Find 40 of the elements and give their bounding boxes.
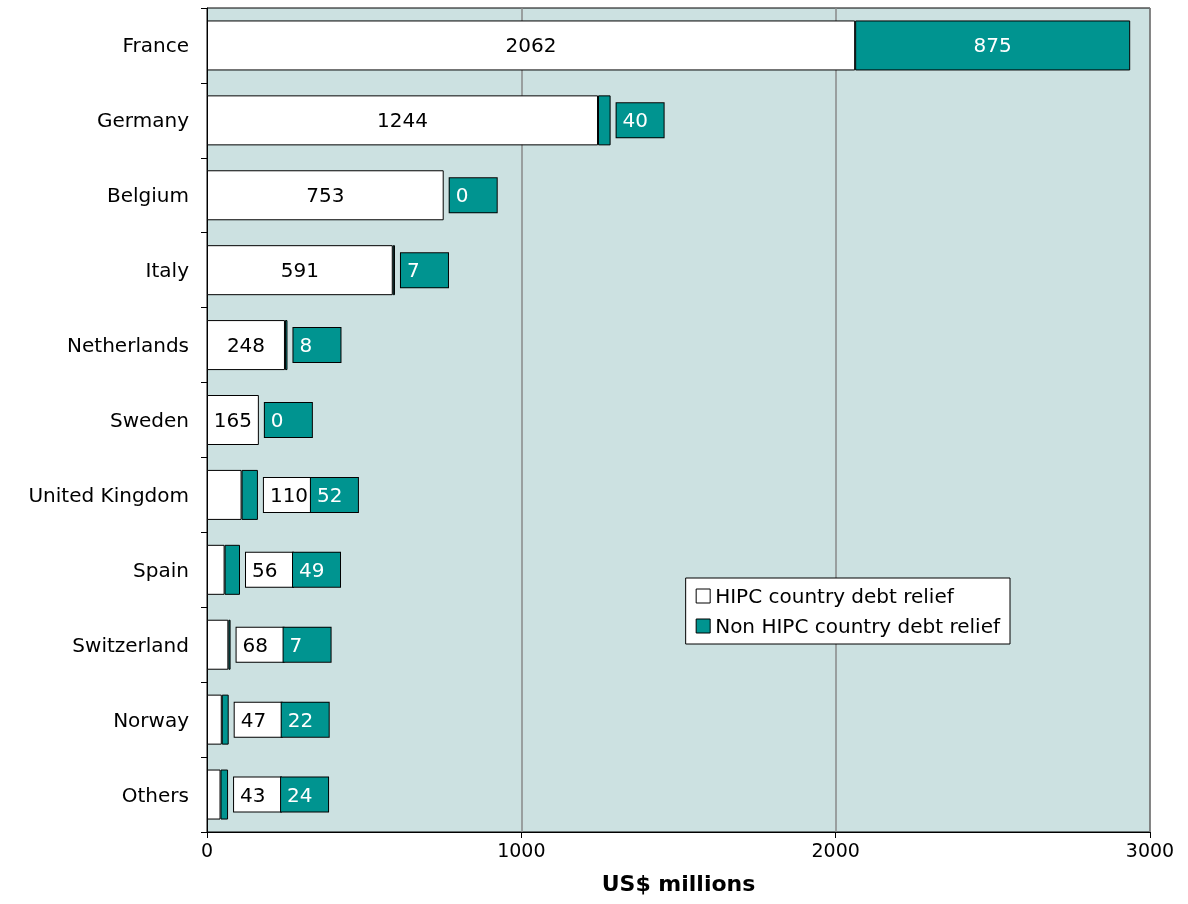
data-label: 248 <box>226 333 266 358</box>
data-label: 753 <box>306 183 345 208</box>
data-label: 52 <box>316 482 343 507</box>
data-label: 165 <box>213 408 253 432</box>
y-tick-label: Spain <box>133 557 189 582</box>
y-tick-label: Others <box>121 782 189 807</box>
y-tick-label: France <box>122 33 189 58</box>
data-label: 2062 <box>505 33 557 58</box>
x-tick-label: 0 <box>200 838 214 861</box>
legend-label: HIPC country debt relief <box>715 584 955 608</box>
data-label: 24 <box>287 782 313 807</box>
data-label: 56 <box>252 557 278 582</box>
y-tick-label: Norway <box>113 707 190 732</box>
data-label: 1244 <box>377 108 428 133</box>
y-tick-label: Switzerland <box>72 632 189 657</box>
data-label: 0 <box>270 408 284 432</box>
data-label: 110 <box>269 482 309 507</box>
x-tick-label: 2000 <box>811 838 860 861</box>
data-label: 68 <box>242 632 269 657</box>
y-tick-label: Netherlands <box>67 333 189 358</box>
y-tick-label: Germany <box>97 108 190 133</box>
y-tick-label: Belgium <box>107 183 189 208</box>
data-label: 8 <box>299 333 313 358</box>
x-axis-title: US$ millions <box>601 870 756 896</box>
data-label: 591 <box>280 258 319 283</box>
data-label: 22 <box>287 707 314 732</box>
y-tick-label: Italy <box>145 258 190 283</box>
y-tick-label: Sweden <box>109 408 189 432</box>
legend-label: Non HIPC country debt relief <box>715 614 1001 638</box>
data-label: 49 <box>299 557 325 582</box>
y-tick-label: United Kingdom <box>28 482 189 507</box>
data-label: 7 <box>406 258 420 283</box>
x-tick-label: 1000 <box>497 838 546 861</box>
data-label: 875 <box>973 33 1012 58</box>
data-label: 0 <box>455 183 469 208</box>
data-label: 7 <box>289 632 303 657</box>
data-label: 47 <box>240 707 267 732</box>
data-label: 40 <box>622 108 649 133</box>
x-tick-label: 3000 <box>1125 838 1175 861</box>
data-label: 43 <box>240 782 266 807</box>
